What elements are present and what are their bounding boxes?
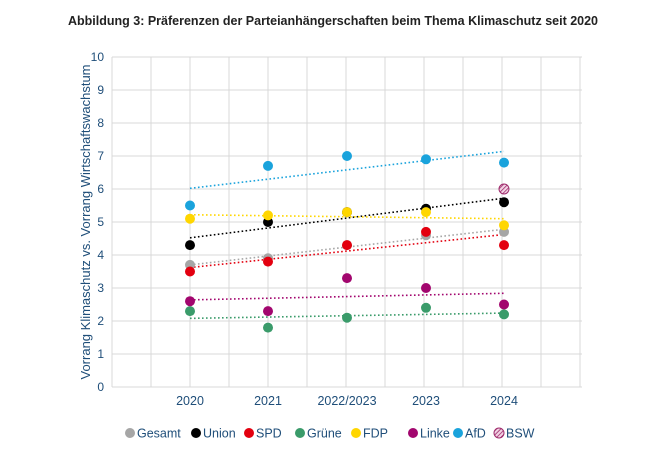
point-linke (421, 283, 431, 293)
trendlines (189, 150, 505, 320)
grid-lines (111, 56, 582, 388)
legend-label-linke: Linke (420, 427, 450, 441)
legend-label-union: Union (203, 427, 236, 441)
legend: Gesamt Union SPD Grüne FDP Linke AfD BSW (125, 427, 535, 441)
trendline-gesamt (189, 228, 505, 266)
point-linke (342, 273, 352, 284)
legend-marker-gesamt (125, 428, 135, 438)
point-afd (421, 154, 431, 165)
y-tick-labels: 0 1 2 3 4 5 6 7 8 9 10 (91, 50, 105, 394)
legend-marker-linke (408, 428, 418, 438)
y-tick-label: 0 (97, 380, 104, 394)
legend-marker-bsw (493, 427, 505, 439)
legend-label-bsw: BSW (506, 427, 535, 441)
chart-title: Abbildung 3: Präferenzen der Parteianhän… (68, 14, 599, 28)
legend-marker-grüne (295, 428, 305, 438)
point-afd (342, 151, 352, 161)
x-tick-labels: 2020 2021 2022/2023 2023 2024 (176, 394, 518, 408)
legend-label-gesamt: Gesamt (137, 427, 181, 441)
y-tick-label: 3 (97, 281, 104, 295)
point-linke (499, 299, 509, 310)
y-tick-label: 1 (97, 347, 104, 361)
x-tick-label: 2021 (254, 394, 282, 408)
trendline-afd (189, 150, 505, 190)
legend-label-afd: AfD (465, 427, 486, 441)
x-tick-label: 2020 (176, 394, 204, 408)
y-tick-label: 7 (97, 149, 104, 163)
point-fdp (263, 210, 273, 221)
point-fdp (185, 213, 195, 224)
x-tick-label: 2023 (412, 394, 440, 408)
point-fdp (499, 220, 509, 231)
x-tick-label: 2024 (490, 394, 518, 408)
point-spd (185, 266, 195, 277)
point-grüne (185, 306, 195, 317)
point-spd (499, 240, 509, 251)
legend-marker-fdp (351, 428, 361, 438)
point-fdp (342, 207, 352, 218)
point-linke (263, 306, 273, 317)
point-union (499, 197, 509, 208)
y-axis-label: Vorrang Klimaschutz vs. Vorrang Wirtscha… (78, 64, 93, 379)
point-fdp (421, 207, 431, 218)
point-linke (185, 296, 195, 307)
point-afd (185, 200, 195, 211)
data-points (185, 151, 510, 333)
y-tick-label: 5 (97, 215, 104, 229)
legend-marker-afd (453, 428, 463, 438)
point-spd (342, 240, 352, 251)
legend-label-spd: SPD (256, 427, 282, 441)
trendline-union (189, 197, 505, 239)
trendline-linke (189, 292, 505, 301)
y-tick-label: 6 (97, 182, 104, 196)
point-grüne (421, 302, 431, 313)
point-spd (263, 256, 273, 267)
y-tick-label: 2 (97, 314, 104, 328)
point-union (185, 240, 195, 251)
trendline-spd (189, 233, 505, 269)
point-grüne (263, 322, 273, 333)
legend-marker-union (191, 428, 201, 438)
point-bsw (498, 183, 510, 195)
legend-marker-spd (244, 428, 254, 438)
legend-label-fdp: FDP (363, 427, 388, 441)
y-tick-label: 10 (91, 50, 105, 64)
legend-label-grüne: Grüne (307, 427, 342, 441)
point-spd (421, 226, 431, 237)
point-grüne (342, 312, 352, 323)
y-tick-label: 9 (97, 83, 104, 97)
x-tick-label: 2022/2023 (317, 394, 376, 408)
y-tick-label: 4 (97, 248, 104, 262)
y-tick-label: 8 (97, 116, 104, 130)
point-afd (263, 160, 273, 171)
point-grüne (499, 309, 509, 320)
point-afd (499, 157, 509, 168)
